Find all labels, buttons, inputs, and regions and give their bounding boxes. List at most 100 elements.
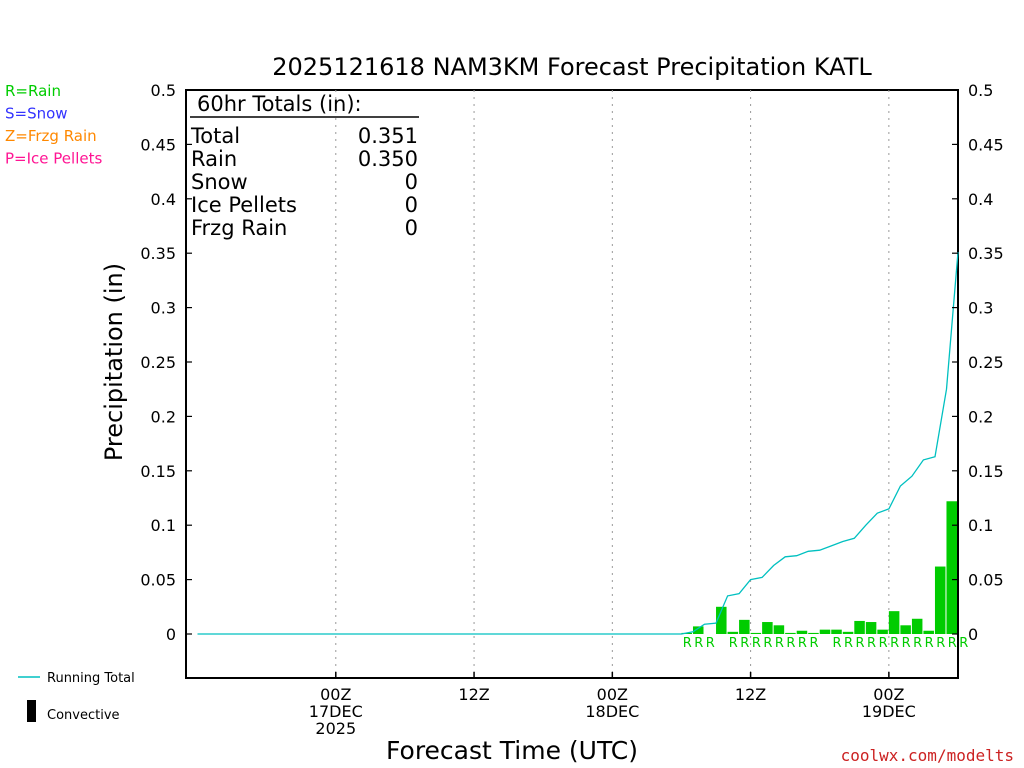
precip-type-marker: R (752, 636, 761, 651)
precip-type-marker: R (948, 636, 957, 651)
plot-frame (185, 89, 959, 679)
precip-type-marker: R (867, 636, 876, 651)
y-tick-label-right: 0.1 (968, 516, 993, 535)
precip-type-marker: R (786, 636, 795, 651)
totals-header: 60hr Totals (in): (197, 92, 362, 116)
precip-bar (831, 629, 842, 634)
precip-type-marker: R (729, 636, 738, 651)
precip-bar (854, 620, 865, 634)
y-tick-label-left: 0.1 (151, 516, 176, 535)
x-tick-label: 12Z (458, 685, 489, 704)
precip-type-marker: R (959, 636, 968, 651)
precip-type-marker: R (740, 636, 749, 651)
type-legend-item: S=Snow (5, 105, 68, 123)
series-legend: Running Total Convective (18, 671, 135, 723)
precip-type-marker: R (936, 636, 945, 651)
y-tick-label-left: 0 (166, 625, 176, 644)
precip-type-marker: R (913, 636, 922, 651)
precip-type-marker: R (890, 636, 899, 651)
type-legend-item: P=Ice Pellets (5, 150, 102, 168)
precip-type-marker: R (844, 636, 853, 651)
y-tick-label-right: 0.4 (968, 190, 993, 209)
precip-bar (808, 632, 819, 634)
x-tick-label: 00Z (597, 685, 628, 704)
x-tick-label: 18DEC (585, 702, 639, 721)
precip-type-marker: R (706, 636, 715, 651)
precip-bar (819, 629, 831, 634)
precip-bar (911, 618, 923, 634)
precip-type-marker: R (809, 636, 818, 651)
grid-layer (335, 90, 890, 678)
running-total-legend-label: Running Total (47, 671, 135, 686)
y-axis-label: Precipitation (in) (100, 263, 128, 461)
x-tick-label: 00Z (873, 685, 904, 704)
y-tick-label-right: 0.2 (968, 407, 993, 426)
type-legend: R=Rain S=Snow Z=Frzg Rain P=Ice Pellets (5, 82, 102, 168)
y-tick-label-right: 0.45 (968, 135, 1004, 154)
line-layer (197, 252, 959, 635)
x-axis-label: Forecast Time (UTC) (386, 736, 638, 765)
type-legend-item: Z=Frzg Rain (5, 127, 97, 145)
precip-type-marker: R (763, 636, 772, 651)
y-tick-label-right: 0 (968, 625, 978, 644)
y-axis-ticks: 0 00.05 0.050.1 0.10.15 0.150.2 0.20.25 0.250.… (140, 81, 1003, 644)
x-tick-label: 12Z (735, 685, 766, 704)
precip-bar (785, 632, 796, 634)
totals-row-value: 0.351 (358, 124, 418, 148)
precip-bar (762, 622, 773, 634)
totals-row-label: Ice Pellets (191, 193, 297, 217)
totals-row-value: 0 (405, 170, 418, 194)
x-tick-label: 17DEC (309, 702, 363, 721)
precip-bar (796, 630, 808, 634)
y-tick-label-left: 0.15 (140, 462, 176, 481)
precip-bar (739, 619, 750, 634)
site-credit: coolwx.com/modelts (841, 746, 1014, 765)
precip-bar (842, 631, 854, 634)
precip-type-marker: R (775, 636, 784, 651)
y-tick-label-left: 0.3 (151, 299, 176, 318)
totals-row-label: Total (190, 124, 240, 148)
type-legend-item: R=Rain (5, 82, 61, 100)
y-tick-label-right: 0.05 (968, 571, 1004, 590)
precip-bar (888, 611, 900, 634)
y-tick-label-left: 0.2 (151, 407, 176, 426)
y-tick-label-left: 0.35 (140, 244, 176, 263)
y-tick-label-left: 0.45 (140, 135, 176, 154)
y-tick-label-right: 0.3 (968, 299, 993, 318)
running-total-line (197, 252, 959, 635)
totals-row-label: Snow (191, 170, 248, 194)
precip-bar (877, 629, 888, 634)
totals-row-value: 0 (405, 193, 418, 217)
convective-swatch (27, 700, 36, 722)
totals-table: 60hr Totals (in): Total 0.351 Rain 0.350 Sno… (190, 92, 419, 240)
precip-bar (934, 566, 946, 634)
totals-row-value: 0 (405, 216, 418, 240)
y-tick-label-left: 0.05 (140, 571, 176, 590)
precip-bar (900, 625, 911, 634)
precip-bar (716, 606, 727, 634)
y-tick-label-right: 0.35 (968, 244, 1004, 263)
y-tick-label-left: 0.4 (151, 190, 176, 209)
precip-bar (773, 625, 785, 634)
x-tick-label: 00Z (320, 685, 351, 704)
y-tick-label-left: 0.25 (140, 353, 176, 372)
precip-type-marker: R (902, 636, 911, 651)
precip-type-marker: R (798, 636, 807, 651)
x-tick-label: 2025 (315, 719, 356, 738)
precip-bar (946, 501, 957, 634)
totals-row-label: Frzg Rain (191, 216, 287, 240)
y-tick-label-right: 0.15 (968, 462, 1004, 481)
precip-type-marker: R (832, 636, 841, 651)
x-tick-label: 19DEC (862, 702, 916, 721)
convective-legend-label: Convective (47, 708, 120, 723)
precip-type-marker: R (856, 636, 865, 651)
precip-type-marker: R (683, 636, 692, 651)
y-tick-label-right: 0.25 (968, 353, 1004, 372)
precip-bar (692, 626, 704, 634)
precip-type-marker: R (925, 636, 934, 651)
y-tick-label-left: 0.5 (151, 81, 176, 100)
y-tick-label-right: 0.5 (968, 81, 993, 100)
bar-layer (681, 501, 957, 634)
totals-row-value: 0.350 (358, 147, 418, 171)
